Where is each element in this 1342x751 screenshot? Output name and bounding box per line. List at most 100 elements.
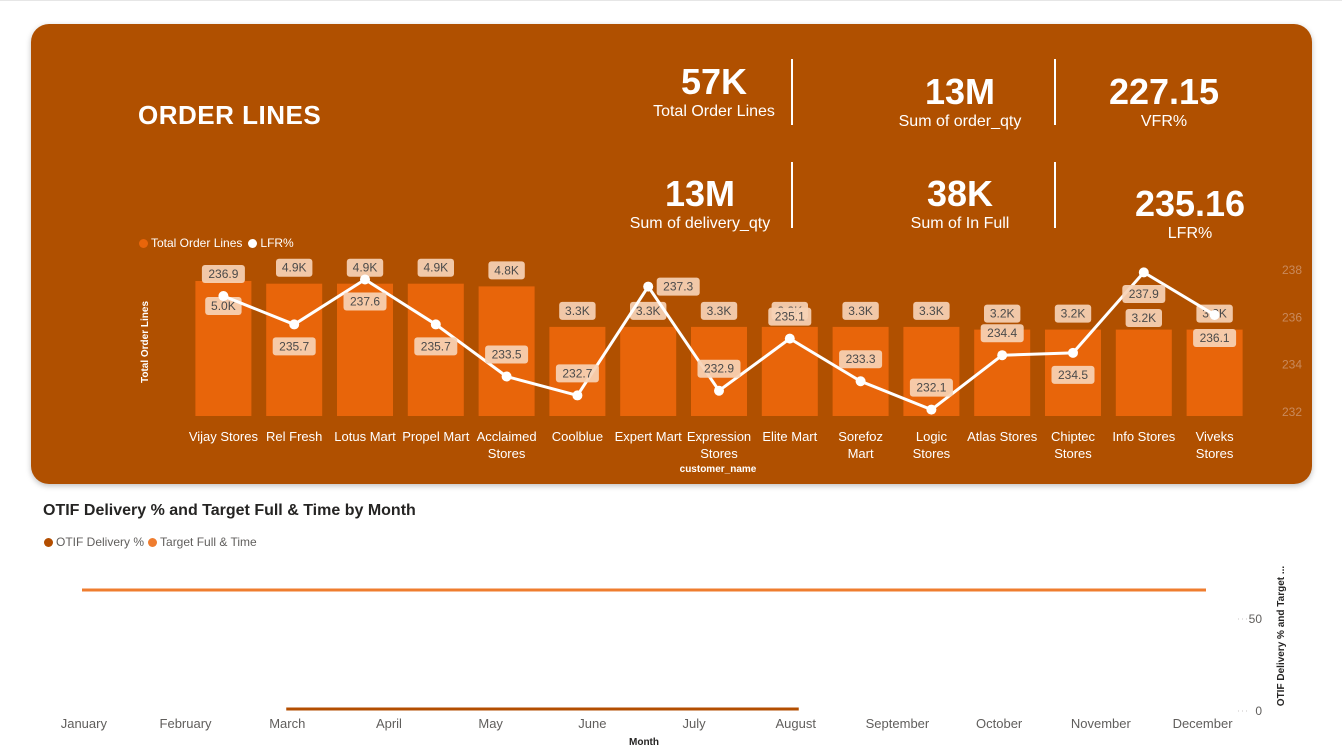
kpi-value: 57K bbox=[680, 61, 748, 102]
x-tick-label: Propel Mart bbox=[402, 429, 470, 444]
lfr-data-label: 237.3 bbox=[663, 280, 693, 294]
legend-dot-icon bbox=[44, 537, 53, 547]
kpi-value: 38K bbox=[926, 173, 994, 214]
x-tick-label: January bbox=[61, 716, 108, 731]
x-tick-label: Mart bbox=[848, 446, 874, 461]
legend-label: LFR% bbox=[260, 236, 294, 250]
lfr-data-label: 232.9 bbox=[704, 362, 734, 376]
lfr-data-label: 233.5 bbox=[492, 348, 522, 362]
lfr-data-label: 232.1 bbox=[916, 381, 946, 395]
lfr-data-label: 236.1 bbox=[1200, 331, 1230, 345]
bar bbox=[1115, 329, 1172, 416]
x-tick-label: Stores bbox=[700, 446, 738, 461]
x-tick-label: November bbox=[1071, 716, 1132, 731]
y2-tick-label: 232 bbox=[1282, 405, 1302, 419]
kpi-label: Sum of delivery_qty bbox=[629, 215, 771, 232]
legend-item-lfr[interactable]: LFR% bbox=[248, 236, 294, 250]
kpi-label: Sum of order_qty bbox=[898, 113, 1022, 130]
x-tick-label: Lotus Mart bbox=[334, 429, 396, 444]
bar bbox=[974, 329, 1031, 416]
bar-data-label: 3.3K bbox=[707, 304, 732, 318]
lfr-data-label: 237.6 bbox=[350, 294, 380, 308]
lfr-data-label-bg bbox=[414, 337, 458, 356]
legend-label: Total Order Lines bbox=[151, 236, 243, 250]
lfr-point bbox=[855, 376, 866, 387]
lfr-data-label: 236.9 bbox=[208, 267, 238, 281]
kpi-lfr: 235.16 LFR% bbox=[1090, 184, 1290, 244]
bar-data-label-bg bbox=[346, 258, 384, 277]
y-tick-label: 50 bbox=[1249, 612, 1263, 626]
kpi-divider bbox=[1054, 59, 1056, 125]
x-tick-label: May bbox=[478, 716, 503, 731]
legend-item-otif[interactable]: OTIF Delivery % bbox=[44, 535, 144, 549]
lfr-data-label-bg bbox=[272, 337, 316, 356]
otif-chart-legend: OTIF Delivery % Target Full & Time bbox=[44, 535, 261, 549]
lfr-point bbox=[430, 319, 441, 330]
x-axis-title: customer_name bbox=[680, 464, 757, 475]
bar-data-label: 3.2K bbox=[990, 307, 1015, 321]
bar bbox=[832, 326, 889, 416]
x-tick-label: Sorefoz bbox=[838, 429, 883, 444]
order-chart-legend: Total Order Lines LFR% bbox=[139, 236, 300, 250]
x-tick-label: Elite Mart bbox=[762, 429, 817, 444]
x-tick-label: Info Stores bbox=[1112, 429, 1175, 444]
bar-data-label-bg bbox=[1125, 309, 1162, 327]
lfr-data-label-bg bbox=[768, 307, 812, 326]
kpi-sum-order-qty: 13M Sum of order_qty bbox=[860, 72, 1060, 132]
lfr-data-label-bg bbox=[1051, 365, 1095, 384]
kpi-total-order-lines: 57K Total Order Lines bbox=[614, 62, 814, 122]
x-tick-label: October bbox=[976, 716, 1023, 731]
y-axis-title: Total Order Lines bbox=[140, 301, 151, 383]
legend-item-total-order-lines[interactable]: Total Order Lines bbox=[139, 236, 242, 250]
bar-data-label-bg bbox=[205, 297, 242, 315]
lfr-data-label: 234.5 bbox=[1058, 368, 1088, 382]
bar-data-label-bg bbox=[842, 301, 879, 320]
kpi-sum-delivery-qty: 13M Sum of delivery_qty bbox=[600, 174, 800, 234]
lfr-data-label: 232.7 bbox=[562, 366, 592, 380]
lfr-data-label-bg bbox=[485, 345, 529, 364]
x-tick-label: February bbox=[160, 716, 213, 731]
x-tick-label: Expert Mart bbox=[615, 429, 683, 444]
bar-data-label-bg bbox=[630, 301, 667, 320]
legend-dot-icon bbox=[148, 537, 158, 547]
legend-dot-icon bbox=[248, 238, 258, 248]
lfr-data-label: 235.1 bbox=[775, 310, 805, 324]
kpi-label: Sum of In Full bbox=[910, 215, 1010, 232]
x-tick-label: Stores bbox=[1054, 446, 1092, 461]
lfr-data-label: 235.7 bbox=[421, 339, 451, 353]
bar-data-label-bg bbox=[559, 301, 596, 320]
lfr-point bbox=[360, 274, 370, 285]
bar bbox=[620, 326, 677, 416]
lfr-data-label-bg bbox=[1193, 329, 1237, 347]
legend-item-target[interactable]: Target Full & Time bbox=[148, 535, 257, 549]
bar-data-label: 3.2K bbox=[1131, 311, 1156, 325]
kpi-value: 13M bbox=[924, 71, 996, 112]
lfr-data-label-bg bbox=[697, 359, 741, 378]
kpi-divider bbox=[1054, 162, 1056, 228]
bar-data-label: 4.9K bbox=[353, 261, 378, 275]
lfr-data-label-bg bbox=[656, 277, 700, 296]
y-axis-title: OTIF Delivery % and Target ... bbox=[1276, 566, 1287, 707]
x-tick-label: Acclaimed bbox=[477, 429, 537, 444]
x-tick-label: Expression bbox=[687, 429, 751, 444]
legend-dot-icon bbox=[139, 238, 148, 248]
y2-tick-label: 234 bbox=[1282, 358, 1302, 372]
lfr-point bbox=[218, 291, 229, 302]
y2-tick-label: 236 bbox=[1282, 310, 1302, 324]
bar-data-label-bg bbox=[1054, 304, 1092, 323]
bar-data-label: 4.9K bbox=[423, 261, 448, 275]
kpi-label: LFR% bbox=[1167, 225, 1213, 242]
lfr-data-label-bg bbox=[909, 378, 953, 397]
lfr-point bbox=[784, 333, 795, 344]
bar-data-label: 3.2K bbox=[1061, 307, 1086, 321]
x-tick-label: Stores bbox=[913, 446, 951, 461]
kpi-label: VFR% bbox=[1140, 113, 1188, 130]
lfr-point bbox=[572, 390, 583, 401]
lfr-point bbox=[714, 385, 724, 396]
kpi-value: 227.15 bbox=[1108, 71, 1220, 112]
x-tick-label: Viveks bbox=[1196, 429, 1235, 444]
lfr-data-label: 235.7 bbox=[279, 339, 309, 353]
lfr-data-label: 233.3 bbox=[846, 352, 876, 366]
lfr-point bbox=[997, 350, 1008, 361]
